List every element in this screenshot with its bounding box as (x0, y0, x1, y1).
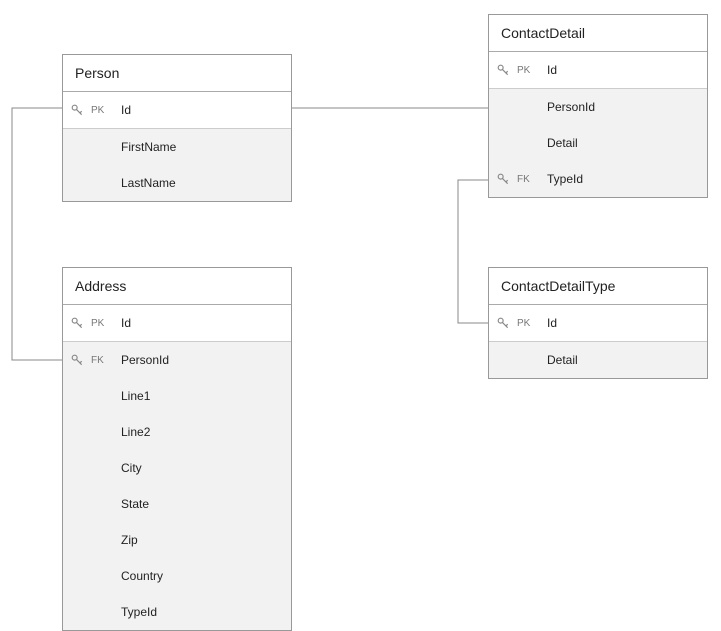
column-row[interactable]: PKId (489, 52, 707, 89)
column-row[interactable]: Detail (489, 125, 707, 161)
column-name: TypeId (541, 172, 707, 186)
column-name: State (115, 497, 291, 511)
entity-columns: PKId Detail (489, 305, 707, 378)
key-badge: PK (91, 105, 115, 116)
key-badge: PK (517, 65, 541, 76)
key-icon (63, 353, 91, 367)
relationship-connector (458, 180, 488, 323)
entity-person[interactable]: PersonPKIdFirstNameLastName (62, 54, 292, 202)
column-name: City (115, 461, 291, 475)
column-name: PersonId (115, 353, 291, 367)
column-name: Country (115, 569, 291, 583)
column-name: Id (541, 316, 707, 330)
column-row[interactable]: Zip (63, 522, 291, 558)
key-icon (63, 103, 91, 117)
key-icon (63, 316, 91, 330)
key-icon (489, 316, 517, 330)
key-badge: PK (91, 318, 115, 329)
er-diagram-canvas: PersonPKIdFirstNameLastNameContactDetail… (0, 0, 721, 631)
column-row[interactable]: Line1 (63, 378, 291, 414)
column-row[interactable]: PKId (489, 305, 707, 342)
column-row[interactable]: City (63, 450, 291, 486)
column-name: Id (541, 63, 707, 77)
entity-columns: PKId FirstName LastName (63, 92, 291, 201)
column-row[interactable]: FKTypeId (489, 161, 707, 197)
key-badge: PK (517, 318, 541, 329)
key-badge: FK (91, 355, 115, 366)
column-row[interactable]: Country (63, 558, 291, 594)
column-name: Line1 (115, 389, 291, 403)
column-name: Detail (541, 353, 707, 367)
column-name: TypeId (115, 605, 291, 619)
column-row[interactable]: Detail (489, 342, 707, 378)
entity-columns: PKId PersonId Detail FKTypeId (489, 52, 707, 197)
column-row[interactable]: PKId (63, 92, 291, 129)
column-name: LastName (115, 176, 291, 190)
column-name: Id (115, 103, 291, 117)
column-row[interactable]: Line2 (63, 414, 291, 450)
key-icon (489, 63, 517, 77)
column-row[interactable]: LastName (63, 165, 291, 201)
entity-title: Person (63, 55, 291, 92)
column-name: FirstName (115, 140, 291, 154)
entity-columns: PKIdFKPersonIdLine1Line2CityStateZipCoun… (63, 305, 291, 630)
column-row[interactable]: TypeId (63, 594, 291, 630)
column-row[interactable]: PersonId (489, 89, 707, 125)
column-row[interactable]: FKPersonId (63, 342, 291, 378)
key-icon (489, 172, 517, 186)
column-name: Id (115, 316, 291, 330)
column-name: Detail (541, 136, 707, 150)
entity-title: ContactDetail (489, 15, 707, 52)
column-name: PersonId (541, 100, 707, 114)
relationship-connector (12, 108, 62, 360)
column-name: Line2 (115, 425, 291, 439)
entity-title: ContactDetailType (489, 268, 707, 305)
entity-address[interactable]: AddressPKIdFKPersonIdLine1Line2CityState… (62, 267, 292, 631)
entity-contactdetail[interactable]: ContactDetailPKIdPersonIdDetailFKTypeId (488, 14, 708, 198)
column-row[interactable]: FirstName (63, 129, 291, 165)
entity-contactdetailtype[interactable]: ContactDetailTypePKIdDetail (488, 267, 708, 379)
column-row[interactable]: PKId (63, 305, 291, 342)
entity-title: Address (63, 268, 291, 305)
key-badge: FK (517, 174, 541, 185)
column-row[interactable]: State (63, 486, 291, 522)
column-name: Zip (115, 533, 291, 547)
